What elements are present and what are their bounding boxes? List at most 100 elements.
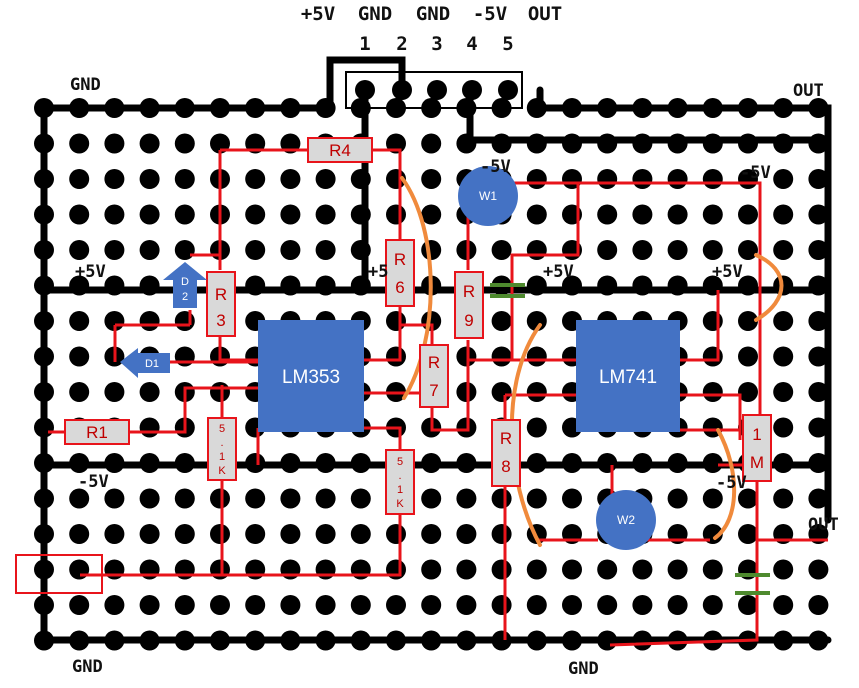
pad bbox=[280, 488, 301, 509]
label-gnd-bottom-mid: GND bbox=[568, 659, 599, 679]
pad bbox=[738, 524, 758, 544]
pad bbox=[808, 595, 829, 615]
label-plus5-left: +5V bbox=[75, 262, 106, 282]
label-plus5-mid1: +5 bbox=[368, 262, 388, 282]
pad bbox=[491, 346, 512, 367]
svg-text:R: R bbox=[394, 250, 406, 269]
pad bbox=[421, 169, 442, 189]
pad bbox=[738, 240, 758, 260]
resistor-r6: R 6 bbox=[385, 239, 415, 307]
pin1-number: 1 bbox=[359, 33, 370, 55]
capacitors bbox=[490, 283, 770, 595]
pad bbox=[597, 240, 618, 260]
pad bbox=[702, 595, 723, 615]
pin2-number: 2 bbox=[396, 33, 407, 55]
svg-text:1: 1 bbox=[219, 451, 225, 463]
pad bbox=[456, 488, 477, 509]
pad bbox=[139, 382, 160, 402]
pad bbox=[526, 488, 547, 509]
pad bbox=[245, 240, 266, 260]
pad bbox=[69, 311, 90, 331]
resistor-r7: R 7 bbox=[419, 344, 449, 408]
w2-label: W2 bbox=[617, 513, 635, 527]
pad bbox=[491, 311, 512, 331]
pad bbox=[69, 524, 90, 544]
pad bbox=[69, 169, 90, 189]
pad bbox=[139, 311, 160, 331]
pad bbox=[773, 559, 794, 580]
pad bbox=[773, 488, 794, 509]
pad bbox=[738, 488, 758, 509]
pad bbox=[139, 133, 160, 154]
r3-label-1: R bbox=[215, 285, 227, 304]
svg-text:R: R bbox=[463, 282, 475, 301]
pad bbox=[738, 382, 758, 402]
pad bbox=[315, 169, 336, 189]
pad bbox=[526, 204, 547, 225]
svg-text:M: M bbox=[750, 453, 764, 472]
pad bbox=[174, 240, 195, 260]
pad bbox=[350, 595, 371, 615]
header-connector bbox=[345, 71, 523, 109]
pad bbox=[456, 346, 477, 367]
pad bbox=[139, 417, 160, 438]
pad bbox=[667, 559, 688, 580]
pad bbox=[104, 382, 125, 402]
svg-text:9: 9 bbox=[464, 311, 473, 330]
pad bbox=[773, 346, 794, 367]
pad bbox=[562, 488, 582, 509]
diode-d2: D 2 bbox=[163, 262, 207, 308]
pad bbox=[597, 169, 618, 189]
pad bbox=[174, 524, 195, 544]
ic-lm353: LM353 bbox=[258, 320, 364, 432]
pad bbox=[491, 595, 512, 615]
pad bbox=[139, 595, 160, 615]
pad bbox=[280, 204, 301, 225]
pad bbox=[315, 204, 336, 225]
r4-label: R4 bbox=[329, 141, 351, 160]
ic2-label: LM741 bbox=[599, 367, 657, 388]
svg-text:.: . bbox=[220, 437, 223, 449]
pin5-name: OUT bbox=[528, 3, 562, 25]
svg-text:5: 5 bbox=[219, 423, 225, 435]
pad bbox=[456, 595, 477, 615]
label-plus5-right: +5V bbox=[712, 262, 743, 282]
pad bbox=[174, 204, 195, 225]
pad bbox=[702, 240, 723, 260]
pad bbox=[667, 169, 688, 189]
svg-text:5: 5 bbox=[397, 456, 403, 468]
svg-text:7: 7 bbox=[429, 381, 438, 400]
pad bbox=[421, 595, 442, 615]
resistor-r9: R 9 bbox=[454, 271, 484, 339]
pad bbox=[386, 595, 406, 615]
header-pad bbox=[498, 80, 518, 100]
resistor-r8: R 8 bbox=[491, 419, 521, 487]
pad bbox=[139, 204, 160, 225]
pad bbox=[69, 240, 90, 260]
label-minus5-right: -5V bbox=[716, 473, 747, 493]
pad bbox=[456, 524, 477, 544]
pad bbox=[139, 240, 160, 260]
pad bbox=[245, 488, 266, 509]
diode-d1: D1 bbox=[120, 348, 170, 378]
pad bbox=[773, 311, 794, 331]
pad bbox=[808, 169, 829, 189]
pad bbox=[702, 311, 723, 331]
pad bbox=[526, 559, 547, 580]
resistor-51k-b: 5 . 1 K bbox=[385, 449, 415, 515]
pad bbox=[104, 133, 125, 154]
pad bbox=[104, 204, 125, 225]
pad bbox=[702, 204, 723, 225]
pad bbox=[702, 382, 723, 402]
pad bbox=[104, 240, 125, 260]
pad bbox=[562, 559, 582, 580]
pin3-number: 3 bbox=[431, 33, 442, 55]
pad bbox=[456, 559, 477, 580]
pad bbox=[350, 488, 371, 509]
pad bbox=[808, 311, 829, 331]
label-gnd-bottom-left: GND bbox=[72, 657, 103, 677]
pad bbox=[773, 382, 794, 402]
pad bbox=[245, 204, 266, 225]
label-minus5-topmid: -5V bbox=[480, 157, 511, 177]
pad bbox=[139, 524, 160, 544]
